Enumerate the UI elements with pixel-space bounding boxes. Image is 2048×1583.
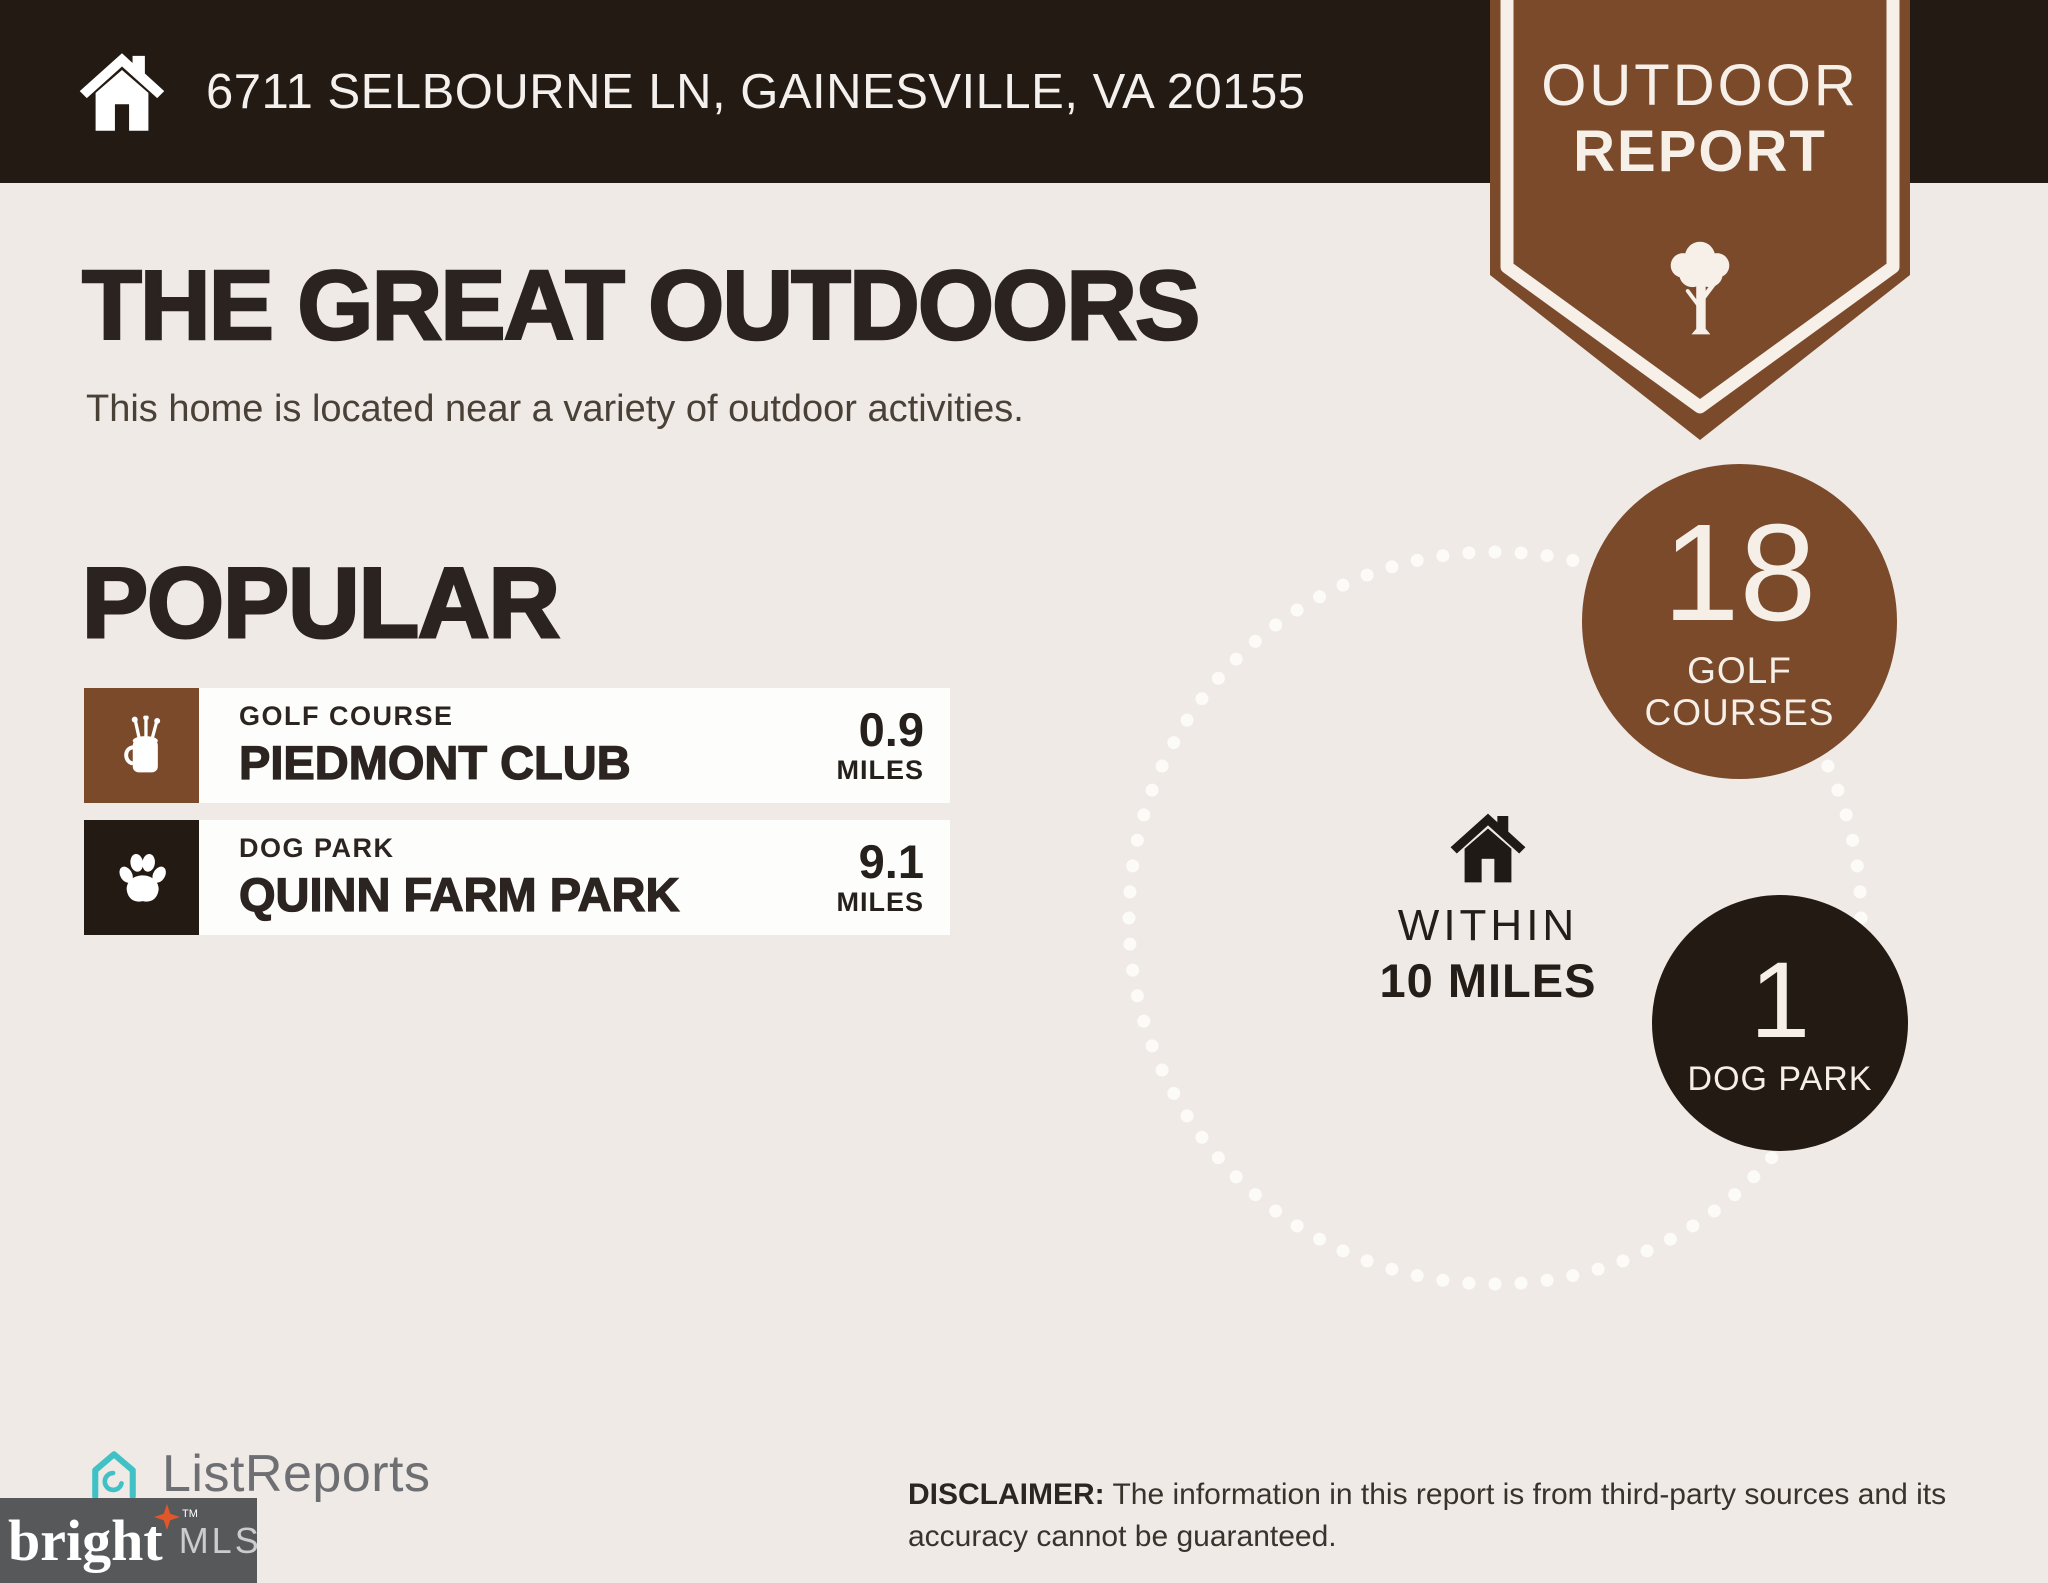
home-icon xyxy=(79,52,165,131)
golf-courses-count: 18 xyxy=(1662,496,1817,651)
ribbon-line1: OUTDOOR xyxy=(1541,53,1859,118)
property-address: 6711 SELBOURNE LN, GAINESVILLE, VA 20155 xyxy=(206,64,1306,119)
category-label: DOG PARK xyxy=(239,833,395,863)
radius-value: 10 MILES xyxy=(1379,954,1597,1007)
golf-tile xyxy=(84,688,199,803)
popular-list: GOLF COURSE PIEDMONT CLUB 0.9 MILES xyxy=(84,688,950,935)
disclaimer-label: DISCLAIMER: xyxy=(908,1478,1105,1511)
disclaimer-text: The information in this report is from t… xyxy=(908,1478,1947,1553)
page-title: THE GREAT OUTDOORS xyxy=(81,250,1202,360)
star-icon xyxy=(154,1503,180,1530)
list-item-golf-course: GOLF COURSE PIEDMONT CLUB 0.9 MILES xyxy=(84,688,950,803)
disclaimer: DISCLAIMER: The information in this repo… xyxy=(908,1474,2038,1558)
golf-courses-bubble: 18 GOLF COURSES xyxy=(1582,464,1897,779)
within-radius-block: WITHIN 10 MILES xyxy=(1333,812,1643,1008)
distance-unit: MILES xyxy=(836,754,924,785)
mls-label: MLS xyxy=(178,1519,262,1561)
page-subtitle: This home is located near a variety of o… xyxy=(86,388,1024,430)
ribbon-line2: REPORT xyxy=(1573,119,1827,184)
outdoor-report-ribbon: OUTDOOR REPORT xyxy=(1490,0,1910,450)
place-name: PIEDMONT CLUB xyxy=(238,735,631,789)
distance-unit: MILES xyxy=(836,886,924,917)
distance-block: 0.9 MILES xyxy=(836,706,924,786)
ribbon-pennant-shape xyxy=(1490,0,1910,440)
house-icon xyxy=(1450,813,1526,883)
within-label: WITHIN xyxy=(1397,901,1579,950)
distance-value: 0.9 xyxy=(858,702,924,756)
popular-heading: POPULAR xyxy=(80,547,561,658)
golf-bag-icon xyxy=(123,715,160,772)
list-item-dog-park: DOG PARK QUINN FARM PARK 9.1 MILES xyxy=(84,820,950,935)
bright-wordmark: bright xyxy=(8,1507,163,1573)
distance-value: 9.1 xyxy=(858,834,924,888)
bright-mls-badge: bright TM MLS xyxy=(0,1498,259,1583)
place-name: QUINN FARM PARK xyxy=(238,867,680,921)
golf-courses-label: GOLF COURSES xyxy=(1644,649,1835,734)
listreports-logo: ListReports xyxy=(84,1444,431,1504)
dog-tile xyxy=(84,820,199,935)
dog-card: DOG PARK QUINN FARM PARK 9.1 MILES xyxy=(199,820,950,935)
golf-card: GOLF COURSE PIEDMONT CLUB 0.9 MILES xyxy=(199,688,950,803)
tree-icon xyxy=(1670,241,1730,335)
distance-block: 9.1 MILES xyxy=(836,838,924,918)
trademark-symbol: TM xyxy=(182,1507,198,1520)
category-label: GOLF COURSE xyxy=(239,701,454,731)
paw-icon xyxy=(118,853,166,902)
listreports-house-icon xyxy=(92,1451,136,1500)
dog-park-bubble: 1 DOG PARK xyxy=(1652,895,1908,1151)
listreports-wordmark: ListReports xyxy=(162,1445,431,1503)
dog-park-count: 1 xyxy=(1749,939,1811,1061)
dog-park-label: DOG PARK xyxy=(1687,1060,1873,1099)
